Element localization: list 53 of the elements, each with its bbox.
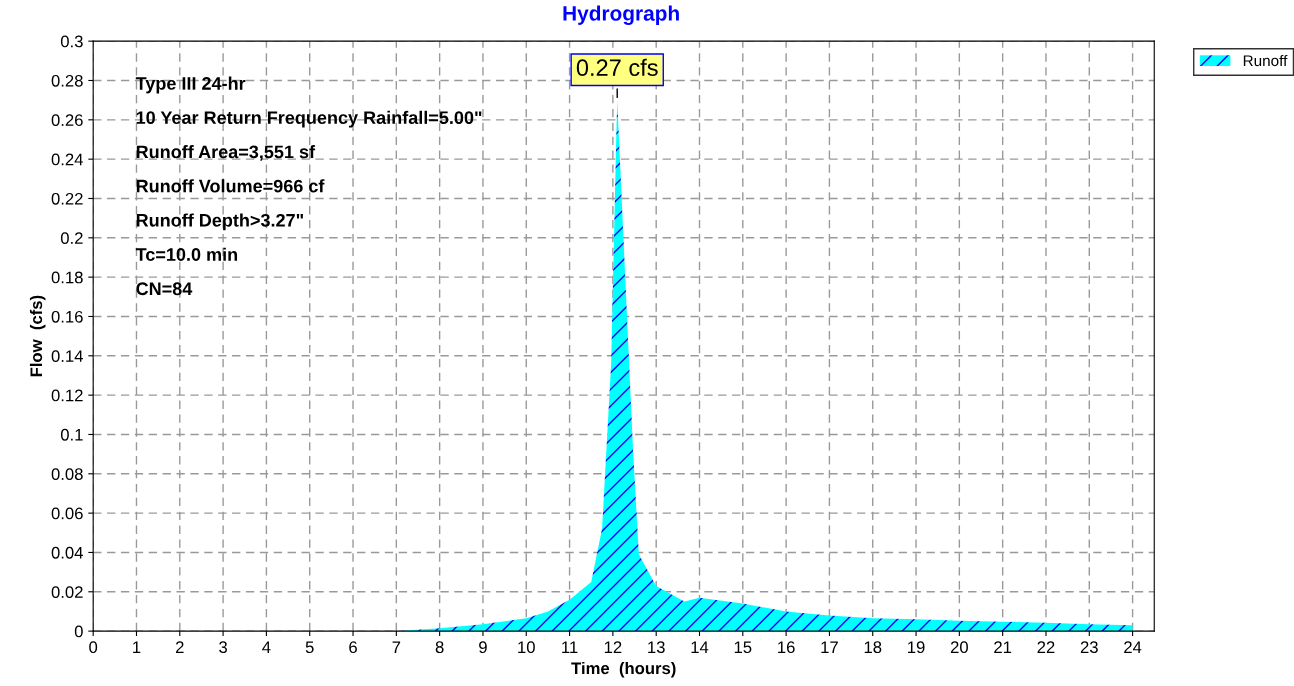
y-axis-title: Flow (cfs): [29, 295, 46, 377]
x-tick-label: 8: [435, 641, 444, 654]
y-tick-label: 0.02: [51, 586, 83, 598]
annotation: 0.27 cfs: [576, 58, 658, 77]
x-tick-label: 4: [262, 641, 271, 653]
x-tick-label: 19: [908, 641, 925, 654]
annotation: Tc=10.0 min: [135, 247, 238, 261]
y-tick-label: 0.18: [51, 271, 83, 284]
x-tick-label: 12: [604, 641, 622, 653]
annotation: CN=84: [136, 282, 193, 296]
x-tick-label: 23: [1080, 641, 1098, 654]
x-tick-label: 24: [1124, 641, 1142, 653]
y-tick-label: 0.22: [51, 192, 83, 205]
legend-label: Runoff: [1243, 54, 1288, 67]
y-tick-label: 0.12: [51, 389, 83, 402]
x-tick-label: 0: [89, 641, 98, 654]
x-tick-label: 22: [1037, 641, 1055, 653]
y-tick-label: 0.26: [51, 114, 83, 127]
x-tick-label: 20: [950, 641, 968, 654]
x-tick-label: 2: [175, 641, 184, 653]
annotation: Runoff Volume=966 cf: [136, 179, 325, 193]
annotation: 10 Year Return Frequency Rainfall=5.00": [136, 110, 482, 128]
y-tick-label: 0.06: [51, 507, 83, 520]
y-tick-label: 0.04: [51, 546, 83, 559]
x-tick-label: 1: [133, 641, 141, 653]
x-tick-label: 3: [219, 641, 227, 654]
y-tick-label: 0.08: [51, 468, 83, 480]
annotation: Type III 24-hr: [135, 76, 246, 94]
x-tick-label: 10: [518, 641, 535, 654]
x-tick-label: 15: [734, 641, 752, 654]
x-tick-label: 9: [479, 641, 487, 654]
annotation: Runoff Area=3,551 sf: [136, 144, 316, 161]
y-tick-label: 0.24: [51, 153, 83, 166]
y-tick-label: 0.14: [51, 350, 83, 363]
x-axis-title: Time (hours): [571, 661, 676, 678]
x-tick-label: 21: [994, 641, 1012, 653]
annotation: Runoff Depth>3.27": [136, 213, 303, 231]
y-tick-label: 0.3: [60, 35, 83, 48]
x-tick-label: 5: [305, 641, 314, 654]
x-tick-label: 6: [349, 641, 357, 654]
y-tick-label: 0.2: [60, 232, 83, 245]
x-tick-label: 7: [392, 641, 401, 653]
x-tick-label: 13: [648, 641, 665, 654]
x-tick-label: 11: [562, 641, 578, 653]
y-tick-label: 0.1: [60, 428, 83, 441]
x-tick-label: 17: [821, 641, 838, 653]
x-tick-label: 18: [864, 641, 882, 654]
chart-title: Hydrograph: [563, 5, 679, 25]
x-tick-label: 14: [691, 641, 709, 653]
y-tick-label: 0: [74, 625, 83, 638]
y-tick-label: 0.28: [51, 74, 83, 87]
y-tick-label: 0.16: [51, 310, 83, 323]
x-tick-label: 16: [778, 641, 795, 654]
